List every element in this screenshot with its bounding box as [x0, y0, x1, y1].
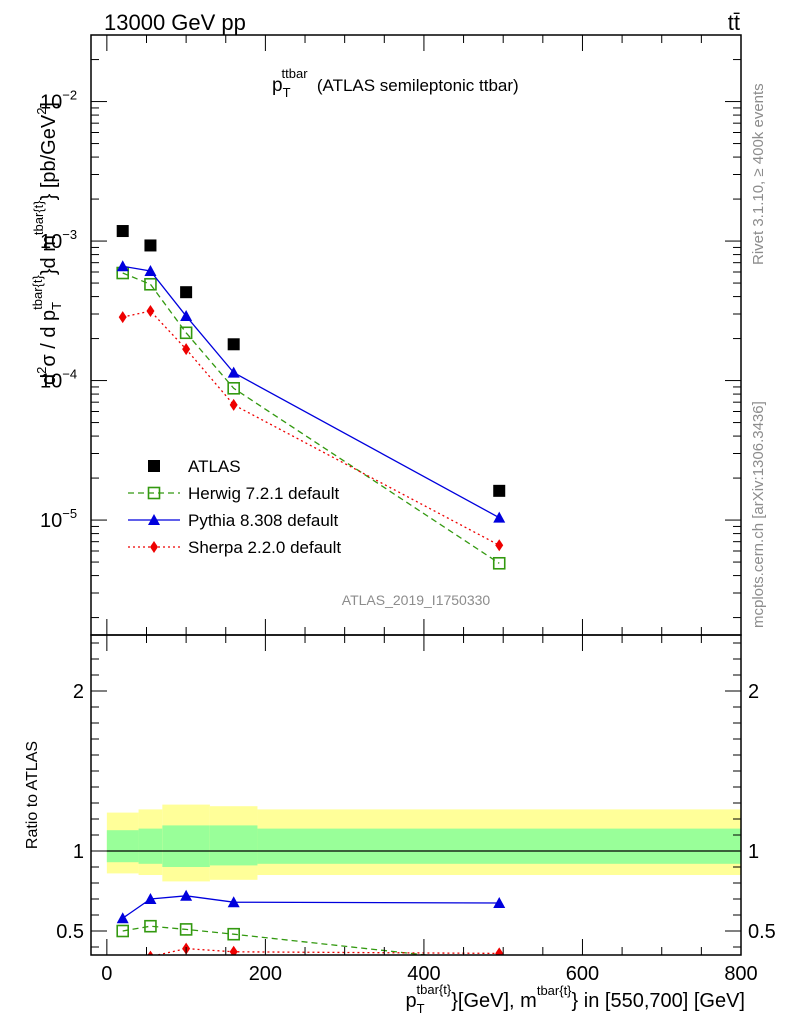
main-pythia-point: [227, 366, 240, 378]
x-tick-label: 800: [724, 963, 757, 985]
x-tick-label: 400: [407, 963, 440, 985]
legend: ATLAS Herwig 7.2.1 default Pythia 8.308 de…: [128, 457, 341, 557]
uncertainty-bands: [106, 804, 741, 882]
main-herwig-point: [144, 277, 157, 291]
ratio-herwig-point: [494, 958, 505, 969]
ratio-y-tick-label: 2: [73, 681, 84, 703]
x-tick-label: 600: [566, 963, 599, 985]
legend-sherpa-label: Sherpa 2.2.0 default: [188, 538, 341, 557]
ratio-herwig-point: [179, 923, 193, 936]
legend-pythia-marker: [148, 514, 160, 525]
main-y-tick-label: 10−5: [40, 506, 77, 532]
legend-pythia-label: Pythia 8.308 default: [188, 511, 339, 530]
ratio-y-tick-label-right: 0.5: [748, 921, 776, 943]
ratio-herwig-point: [227, 927, 240, 941]
main-herwig-line: [122, 272, 500, 564]
ratio-stat-band: [257, 828, 741, 864]
main-pythia-point: [116, 260, 129, 272]
x-tick-label: 200: [249, 963, 282, 985]
ratio-ylabel: Ratio to ATLAS: [24, 741, 41, 849]
ratio-sherpa-point: [229, 945, 238, 955]
ratio-pythia-line: [122, 895, 500, 919]
main-pythia-point: [144, 265, 157, 277]
ratio-pythia-point: [227, 896, 240, 908]
main-herwig-point: [492, 556, 506, 570]
ratio-stat-band: [162, 825, 210, 867]
main-sherpa-point: [146, 305, 155, 318]
x-tick-label: 0: [101, 963, 112, 985]
ratio-herwig-point: [144, 919, 157, 933]
main-pythia-line: [122, 265, 500, 519]
ratio-herwig-point: [116, 924, 130, 938]
main-pythia-point: [180, 310, 193, 322]
main-pythia-point: [493, 511, 506, 523]
title-sub: T: [283, 85, 291, 100]
ratio-frame: [90, 634, 742, 956]
ratio-stat-band: [138, 828, 163, 864]
main-atlas-point: [116, 225, 129, 238]
main-y-tick-label: 10−3: [40, 227, 77, 253]
ratio-y-tick-label: 0.5: [56, 921, 84, 943]
main-atlas-point: [180, 286, 193, 299]
title-sup: ttbar: [282, 66, 309, 81]
ratio-sherpa-point: [495, 947, 504, 955]
ratio-ticks: 0.5 0.5 1 1 2 2 0 200 400 600 800: [56, 635, 776, 985]
ratio-stat-band: [209, 825, 258, 866]
x-axis-label: pTtbar{t}}[GeV], mtbar{t}} in [550,700] …: [405, 982, 745, 1016]
main-ticks: 10−5 10−4 10−3 10−2: [40, 34, 742, 635]
main-sherpa-point: [229, 398, 238, 411]
main-herwig-point: [179, 326, 193, 340]
legend-atlas-marker: [148, 460, 160, 472]
analysis-watermark: ATLAS_2019_I1750330: [342, 592, 491, 608]
header-left: 13000 GeV pp: [104, 10, 246, 35]
ratio-sherpa-point: [147, 950, 154, 955]
ratio-sherpa-line: [154, 947, 500, 955]
legend-herwig-marker: [147, 486, 161, 500]
header-right: tt̄: [728, 10, 740, 35]
main-sherpa-point: [495, 539, 504, 552]
ratio-pythia-point: [180, 889, 193, 901]
ratio-plot-area: [116, 889, 506, 979]
rivet-label: Rivet 3.1.10, ≥ 400k events: [750, 83, 767, 265]
main-y-tick-label: 10−2: [40, 88, 77, 114]
ratio-stat-band: [106, 830, 139, 863]
ratio-y-tick-label-right: 1: [748, 841, 759, 863]
main-atlas-point: [493, 484, 506, 497]
main-atlas-point: [227, 338, 240, 351]
main-sherpa-point: [118, 311, 127, 324]
ratio-pythia-point: [493, 897, 506, 908]
legend-atlas-label: ATLAS: [188, 457, 241, 476]
ratio-panel: 0.5 0.5 1 1 2 2 0 200 400 600 800 Ratio to ATLAS p…: [24, 634, 776, 1016]
main-herwig-point: [227, 382, 240, 395]
main-y-tick-label: 10−4: [40, 367, 77, 393]
main-panel: 10−5 10−4 10−3 10−2 pTttbar (ATLAS semilept…: [30, 34, 742, 636]
main-ylabel: d2σ / d pTtbar{t}}d mtbar{t}} [pb/GeV2]: [30, 102, 64, 385]
main-atlas-point: [144, 239, 157, 252]
ratio-herwig-line: [122, 925, 432, 955]
mcplots-label: mcplots.cern.ch [arXiv:1306.3436]: [750, 401, 767, 628]
legend-sherpa-marker: [150, 541, 158, 553]
ratio-sherpa-point: [119, 967, 127, 979]
ratio-y-tick-label-right: 2: [748, 681, 759, 703]
main-sherpa-point: [182, 343, 191, 356]
main-plot-area: [116, 225, 506, 570]
legend-herwig-label: Herwig 7.2.1 default: [188, 484, 339, 503]
chart-title: pTttbar (ATLAS semileptonic ttbar): [272, 62, 519, 100]
ratio-y-tick-label: 1: [73, 841, 84, 863]
ratio-pythia-point: [144, 893, 157, 904]
title-rest: (ATLAS semileptonic ttbar): [317, 76, 519, 95]
ratio-pythia-point: [116, 912, 129, 924]
title-p: p: [272, 75, 283, 96]
